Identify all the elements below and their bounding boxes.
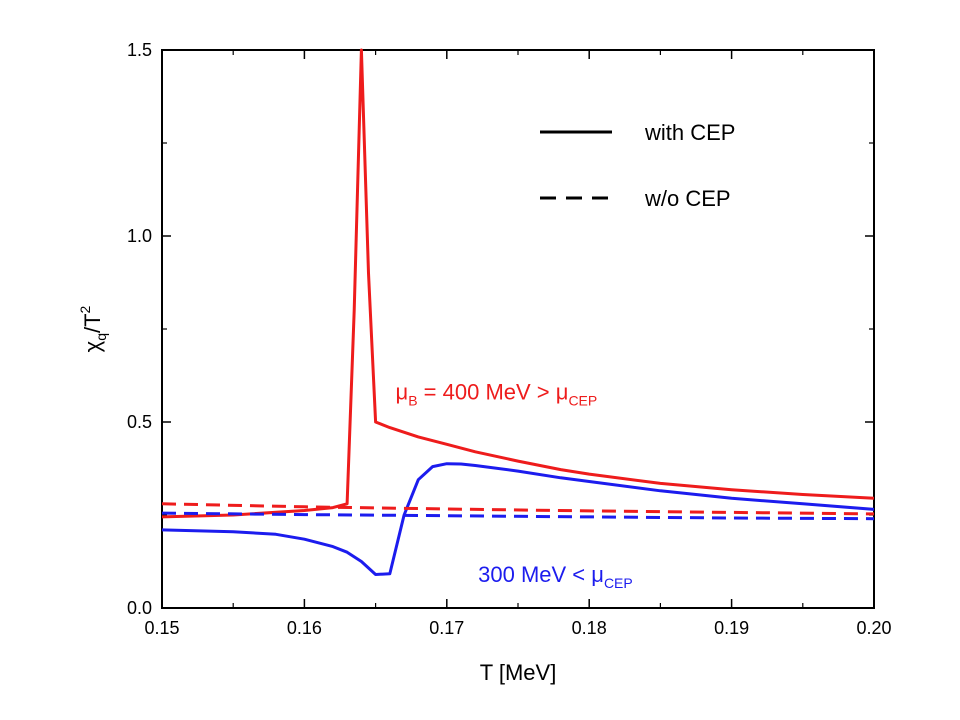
plot-area-frame [161, 49, 875, 609]
y-tick-label: 0.5 [127, 412, 152, 432]
x-tick-label: 0.17 [429, 618, 464, 638]
y-axis-label-main: χ [80, 340, 105, 352]
series-line-2-solid [161, 462, 875, 576]
tick-labels: 0.15 0.16 0.17 0.18 0.19 0.20 0.0 0.5 1.0 1.5 [127, 40, 892, 638]
x-axis-label: T [MeV] [480, 660, 557, 685]
y-tick-label: 1.5 [127, 40, 152, 60]
series-layer [161, 48, 875, 576]
x-tick-label: 0.16 [287, 618, 322, 638]
legend-label: with CEP [644, 120, 735, 145]
series-line-4-dashed [161, 511, 875, 521]
legend-label: w/o CEP [644, 186, 731, 211]
x-tick-label: 0.18 [572, 618, 607, 638]
x-tick-label: 0.19 [714, 618, 749, 638]
annotations: μB = 400 MeV > μCEP 300 MeV < μCEP [396, 380, 633, 591]
legend: with CEP w/o CEP [540, 120, 735, 211]
x-tick-label: 0.15 [144, 618, 179, 638]
y-tick-label: 0.0 [127, 598, 152, 618]
annotation-1: μB = 400 MeV > μCEP [396, 380, 598, 409]
y-axis-label-mid: /T [80, 313, 105, 333]
annotation-2: 300 MeV < μCEP [478, 562, 633, 591]
series-line-1-solid [161, 48, 875, 519]
series-line-3-dashed [161, 502, 875, 516]
y-axis-label-sub: q [93, 333, 109, 341]
y-axis-label: χq/T2 [77, 305, 109, 352]
axis-ticks [161, 49, 875, 609]
x-tick-label: 0.20 [856, 618, 891, 638]
y-tick-label: 1.0 [127, 226, 152, 246]
y-axis-label-sup: 2 [77, 305, 93, 313]
